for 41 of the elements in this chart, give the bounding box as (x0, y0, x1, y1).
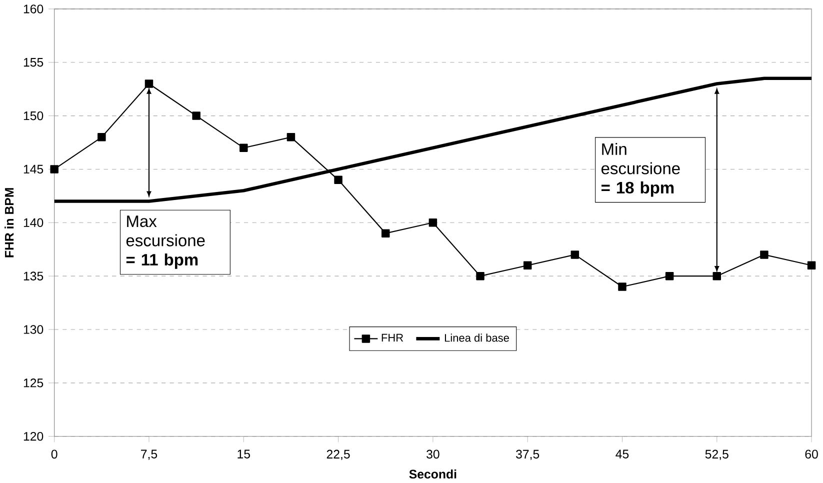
point (428, 218, 438, 227)
x-tick-label: 0 (51, 450, 58, 459)
point (760, 250, 768, 259)
point (665, 272, 674, 280)
x-tick-label: 7,5 (141, 450, 158, 460)
point (240, 144, 248, 152)
point (50, 165, 58, 174)
legend-label: FHR (382, 334, 404, 342)
y-tick-label: 150 (24, 111, 44, 120)
y-tick-label: 120 (24, 432, 44, 441)
y-tick-label: 145 (24, 164, 44, 174)
y-tick-label: 140 (24, 218, 44, 227)
point (98, 132, 106, 142)
point (381, 229, 390, 238)
x-tick-label: 22,5 (326, 450, 350, 460)
y-axis-title: FHR in BPM (4, 188, 14, 258)
x-axis-title: Secondi (409, 469, 456, 478)
y-tick-label: 125 (24, 378, 44, 388)
legend-label: Linea di base (444, 334, 509, 342)
point (712, 272, 722, 280)
y-tick-label: 130 (24, 325, 44, 334)
y-tick-label: 155 (24, 58, 44, 67)
point (570, 250, 580, 259)
x-tick-label: 45 (616, 450, 629, 458)
x-tick-label: 37,5 (516, 450, 540, 460)
x-tick-label: 30 (426, 450, 440, 459)
x-tick-label: 52,5 (705, 450, 728, 460)
annotation: Max escursione = 11 bpm (126, 216, 205, 269)
point (807, 261, 816, 270)
point (286, 132, 296, 142)
x-tick-label: 60 (805, 450, 818, 459)
point (476, 272, 484, 280)
point (523, 261, 532, 270)
point (192, 112, 200, 120)
point (144, 80, 154, 88)
y-tick-label: 135 (24, 272, 44, 280)
x-tick-label: 15 (238, 450, 250, 458)
point (334, 176, 342, 184)
point (618, 282, 626, 291)
annotation: Min escursione = 18 bpm (602, 142, 680, 197)
y-tick-label: 160 (24, 4, 44, 14)
